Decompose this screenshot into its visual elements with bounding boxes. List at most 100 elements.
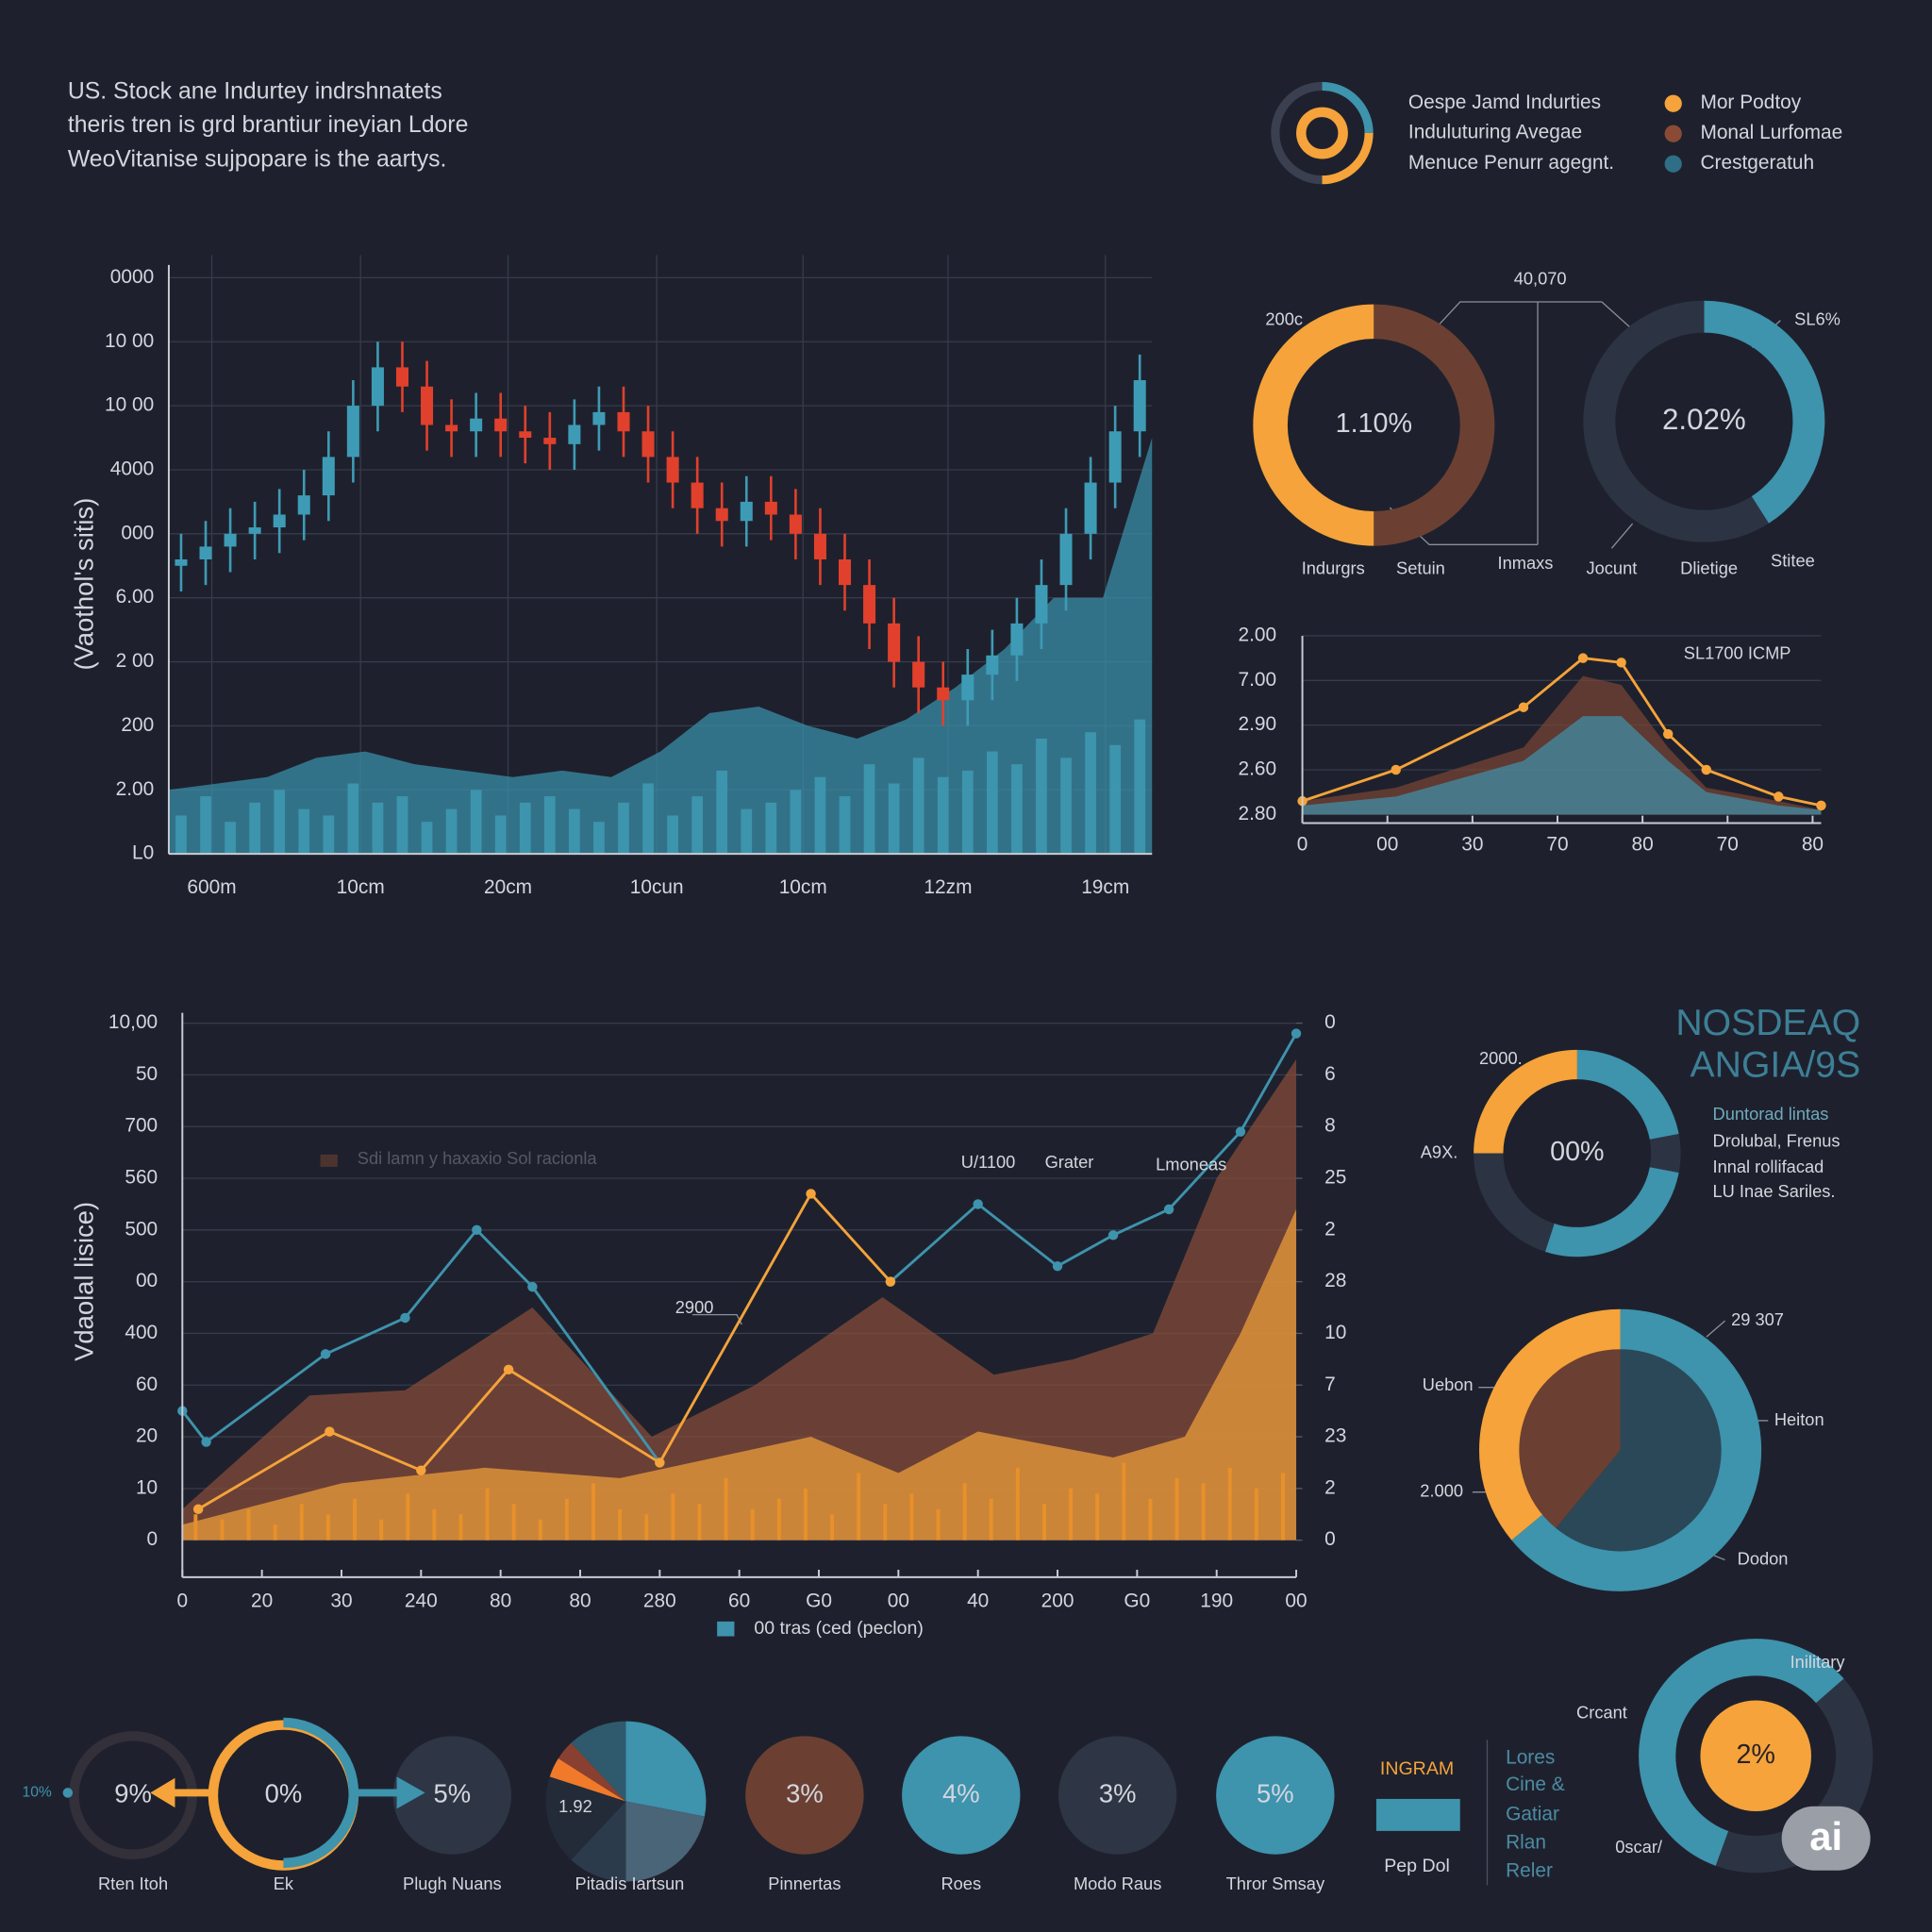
bar: [776, 1498, 781, 1541]
volume-bar: [1109, 744, 1122, 855]
volume-bar: [396, 796, 408, 855]
volume-bar: [986, 751, 998, 855]
bar: [1281, 1473, 1285, 1541]
donut-segment: [1474, 1049, 1578, 1155]
x-tick-label: 80: [1632, 834, 1654, 856]
volume-bar: [494, 815, 507, 855]
intro-line: theris tren is grd brantiur ineyian Ldor…: [68, 112, 469, 138]
bar: [1148, 1498, 1153, 1541]
section-text: Innal rollifacad: [1713, 1157, 1824, 1176]
volume-bar: [249, 802, 261, 855]
candle-body: [1133, 379, 1146, 432]
point: [885, 1276, 896, 1287]
candle-body: [494, 418, 508, 432]
candle-body: [1010, 623, 1024, 656]
bar: [406, 1493, 410, 1541]
x-tick-label: 80: [490, 1590, 511, 1611]
legend-text: Crestgeratuh: [1700, 152, 1814, 174]
volume-bar: [1134, 719, 1146, 855]
donut-label: Heiton: [1774, 1409, 1824, 1429]
y-tick-label: 2.00: [1239, 624, 1277, 645]
point: [1577, 653, 1589, 663]
donut-label: 29 307: [1731, 1309, 1784, 1329]
kpi-value: 5%: [434, 1778, 472, 1807]
kpi-caption: Roes: [941, 1874, 981, 1893]
point: [320, 1349, 331, 1359]
x-tick-label: 00: [1376, 834, 1398, 856]
bar: [1095, 1493, 1100, 1541]
footer-note: Reler: [1506, 1860, 1553, 1882]
y-tick-label: 2.80: [1239, 803, 1277, 824]
volume-bar: [691, 796, 704, 855]
x-tick-label: G0: [1124, 1590, 1150, 1611]
y-axis-label: (Vaothol's sitis): [70, 498, 99, 671]
x-tick-label: 00: [1285, 1590, 1307, 1611]
point: [1291, 1028, 1302, 1039]
point: [1235, 1126, 1246, 1137]
point: [1816, 800, 1826, 811]
point: [1774, 791, 1784, 802]
candle-body: [421, 386, 434, 425]
bar: [299, 1504, 304, 1541]
point: [1391, 764, 1401, 775]
bar: [564, 1498, 569, 1541]
candle-body: [1084, 482, 1097, 534]
candle-body: [322, 457, 335, 496]
bar: [724, 1477, 728, 1541]
bar: [1069, 1488, 1074, 1541]
donut-segment: [1576, 1049, 1679, 1141]
bar: [830, 1514, 835, 1541]
legend-text: Mor Podtoy: [1700, 92, 1801, 113]
kpi-value: 0%: [265, 1778, 303, 1807]
bar: [1042, 1504, 1046, 1541]
x-tick-label: 00: [888, 1590, 909, 1611]
y-tick-label: 10 00: [105, 394, 154, 416]
donut-segment: [1511, 1308, 1762, 1591]
kpi-circle: [1058, 1736, 1177, 1855]
donut-segment: [545, 1776, 628, 1860]
y-tick-label: 2.00: [116, 778, 155, 800]
donut-segment: [1649, 1133, 1681, 1174]
candle-body: [346, 406, 359, 458]
volume-bar: [593, 822, 605, 855]
y-tick-label: 10,00: [108, 1011, 158, 1033]
legend-text: Monal Lurfomae: [1700, 122, 1842, 143]
section-text: Duntorad lintas: [1713, 1104, 1829, 1124]
donut-label: 200c: [1265, 308, 1303, 328]
kpi-value: 4%: [942, 1778, 980, 1807]
donut-label: Indurgrs: [1302, 558, 1365, 577]
y2-tick-label: 8: [1324, 1115, 1336, 1137]
candle-body: [1059, 533, 1073, 586]
x-tick-label: 0: [176, 1590, 188, 1611]
footer-note: Rlan: [1506, 1831, 1546, 1853]
y2-tick-label: 0: [1324, 1528, 1336, 1550]
candle-body: [740, 501, 753, 522]
volume-bar: [445, 808, 458, 855]
connector: [1610, 523, 1634, 549]
y2-tick-label: 10: [1324, 1322, 1346, 1343]
bar: [591, 1483, 596, 1541]
donut-label: Jocunt: [1586, 558, 1637, 577]
bar: [511, 1504, 516, 1541]
annotation: Sdi lamn y haxaxio Sol racionla: [358, 1148, 598, 1168]
volume-bar: [1085, 732, 1096, 855]
ring-accent: [283, 1717, 358, 1869]
donut-segment: [1519, 1349, 1624, 1528]
x-tick-label: 30: [1461, 834, 1483, 856]
bar: [750, 1508, 755, 1541]
volume-bar: [863, 764, 875, 855]
arrow: [150, 1777, 175, 1808]
point: [1518, 702, 1529, 712]
kpi-caption: Ek: [274, 1874, 294, 1893]
point: [973, 1199, 983, 1209]
donut-label: Dodon: [1738, 1548, 1789, 1568]
volume-bar: [888, 783, 900, 855]
section-text: LU Inae Sariles.: [1713, 1181, 1836, 1201]
x-tick-label: 40: [967, 1590, 989, 1611]
area: [182, 1058, 1297, 1541]
y-tick-label: 10 00: [105, 330, 154, 352]
footer-bar: [1375, 1798, 1460, 1831]
donut-center-label: 1.10%: [1336, 408, 1412, 439]
x-tick-label: 600m: [187, 876, 236, 898]
donut-label: Inilitary: [1790, 1652, 1846, 1672]
